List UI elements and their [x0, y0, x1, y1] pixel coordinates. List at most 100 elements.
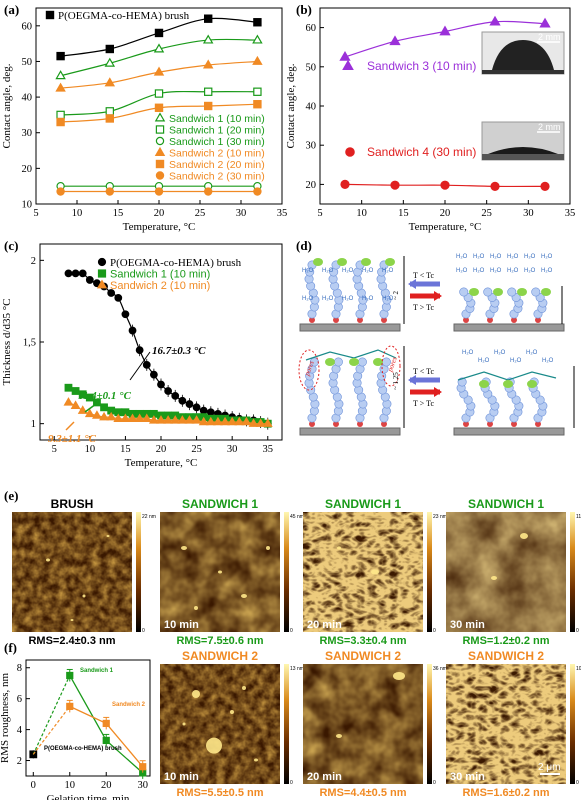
data-point	[55, 70, 66, 80]
data-point	[164, 387, 173, 395]
water-label: H₂O	[473, 254, 485, 260]
color-scale-bar	[284, 512, 289, 632]
data-point	[192, 403, 201, 412]
data-point	[141, 413, 152, 423]
data-point	[120, 413, 131, 423]
annotation: 11.4±0.1 °C	[78, 390, 132, 402]
data-point	[114, 294, 123, 302]
afm-feature	[336, 734, 342, 738]
water-label: H₂O	[490, 268, 502, 274]
condition-label: T > Tc	[413, 399, 434, 408]
y-tick-label: 2	[17, 756, 22, 767]
water-label: H₂O	[342, 268, 354, 274]
substrate	[453, 427, 565, 436]
data-point	[178, 396, 187, 405]
panel-label-e: (e)	[4, 488, 18, 503]
color-scale-bar	[570, 664, 575, 784]
data-point	[105, 114, 114, 123]
data-point	[77, 405, 88, 414]
anchor	[333, 317, 339, 323]
data-point	[155, 171, 165, 180]
color-scale-max: 11 nm	[576, 514, 581, 520]
data-point	[64, 269, 73, 278]
data-point	[56, 187, 65, 196]
x-tick-label: 15	[398, 208, 409, 219]
monomer-bead	[487, 395, 497, 405]
color-scale-max: 22 nm	[142, 514, 156, 520]
y-tick-label: 60	[306, 23, 317, 34]
chart-f: 0 10 20 30 2 4 6 8 Gelation time, min RMS roughne…	[0, 659, 151, 800]
afm-feature	[192, 690, 200, 698]
data-point	[204, 101, 213, 111]
chart-b: 5 10 15 20 25 30 35 20 30 40 50 60 Temperature, °C Co…	[285, 7, 575, 233]
y-tick-label: 6	[17, 694, 22, 705]
crosslink-bead	[313, 258, 323, 266]
water-label: H₂O	[494, 350, 506, 356]
anchor	[309, 421, 315, 427]
legend-entry: Sandwich 2 (20 min)	[169, 159, 265, 171]
data-point	[100, 403, 108, 412]
panel-label-d: (d)	[296, 238, 312, 253]
y-tick-label: 30	[22, 128, 33, 139]
afm-time-label: 20 min	[307, 619, 342, 631]
water-label: H₂O	[507, 254, 519, 260]
annotation-arrow	[84, 403, 97, 413]
data-point	[102, 719, 110, 728]
data-point	[206, 408, 215, 417]
water-label: H₂O	[510, 358, 522, 364]
y-tick-label: 20	[306, 180, 317, 191]
data-point	[342, 59, 354, 70]
water-label: H₂O	[322, 268, 334, 274]
color-scale-max: 13 nm	[290, 666, 304, 672]
y-tick-label: 30	[306, 141, 317, 152]
legend-entry: P(OEGMA-co-HEMA) brush	[58, 10, 190, 22]
y-axis-label: Contact angle, deg.	[1, 63, 13, 148]
data-point	[202, 59, 214, 69]
x-axis-label: Gelation time, min	[47, 793, 130, 800]
data-point	[490, 181, 500, 191]
color-scale-min: 0	[433, 628, 436, 634]
data-point	[163, 415, 174, 424]
data-point	[66, 671, 74, 680]
data-point	[253, 18, 262, 27]
afm-feature	[266, 546, 270, 550]
afm-image-texture	[446, 664, 566, 784]
y-tick-label: 1,5	[23, 338, 36, 349]
water-label: H₂O	[382, 296, 394, 302]
y-tick-label: 40	[306, 102, 317, 113]
crosslink-bead	[349, 358, 359, 366]
scale-bar-label: 2 mm	[538, 122, 561, 132]
color-scale-min: 0	[290, 628, 293, 634]
y-tick-label: 20	[22, 164, 33, 175]
anchor	[463, 421, 469, 427]
y-axis-label: Thickness d/d35 °C	[1, 299, 13, 386]
monomer-bead	[483, 287, 493, 297]
water-label: H₂O	[542, 358, 554, 364]
y-tick-label: 4	[17, 725, 23, 736]
data-point	[155, 159, 165, 169]
series-line	[32, 675, 71, 755]
water-label: H₂O	[302, 296, 314, 302]
x-tick-label: 15	[113, 208, 124, 219]
legend-entry: Sandwich 2	[112, 702, 146, 708]
anchor	[309, 317, 315, 323]
water-label: H₂O	[526, 350, 538, 356]
data-point	[389, 35, 401, 46]
afm-image-texture	[160, 664, 280, 784]
monomer-bead	[535, 395, 545, 405]
color-scale-max: 10 nm	[576, 666, 581, 672]
afm-feature	[230, 710, 234, 714]
afm-title: SANDWICH 1	[468, 497, 544, 511]
rms-label: RMS=4.4±0.5 nm	[319, 787, 406, 799]
crosslink-bead	[527, 380, 537, 388]
data-point	[148, 415, 159, 424]
data-point	[227, 416, 238, 426]
data-point	[104, 77, 116, 87]
crosslink-bead	[517, 288, 527, 296]
data-point	[156, 415, 166, 424]
data-point	[149, 370, 158, 379]
data-point	[85, 393, 94, 402]
afm-feature	[393, 672, 405, 680]
data-point	[70, 400, 81, 409]
data-point	[540, 181, 550, 191]
